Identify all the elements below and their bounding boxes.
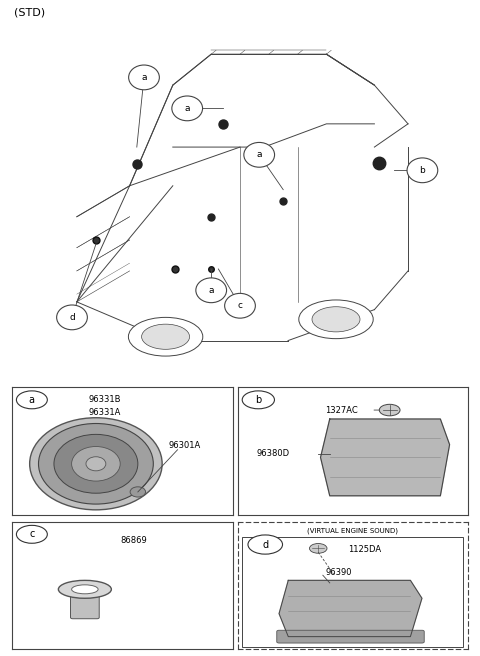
Text: 96390: 96390 — [325, 568, 352, 577]
Ellipse shape — [30, 418, 162, 510]
Text: 96380D: 96380D — [256, 449, 289, 458]
Ellipse shape — [72, 447, 120, 481]
Text: 96331B: 96331B — [88, 396, 121, 404]
Text: (VIRTUAL ENGINE SOUND): (VIRTUAL ENGINE SOUND) — [307, 527, 398, 534]
Circle shape — [407, 158, 438, 182]
Text: 96331A: 96331A — [88, 408, 121, 417]
Circle shape — [244, 142, 275, 167]
Circle shape — [310, 544, 327, 553]
FancyBboxPatch shape — [71, 588, 99, 619]
Polygon shape — [279, 581, 422, 636]
Ellipse shape — [142, 324, 190, 349]
Ellipse shape — [128, 318, 203, 356]
Circle shape — [379, 404, 400, 416]
Circle shape — [16, 525, 48, 543]
Text: d: d — [262, 539, 268, 550]
Text: 1125DA: 1125DA — [348, 545, 381, 554]
Text: b: b — [255, 395, 262, 405]
Ellipse shape — [59, 581, 111, 598]
Text: d: d — [69, 313, 75, 322]
Text: b: b — [420, 166, 425, 174]
Ellipse shape — [299, 300, 373, 338]
Text: a: a — [256, 150, 262, 159]
Circle shape — [16, 391, 48, 409]
Text: 1327AC: 1327AC — [325, 405, 358, 415]
Circle shape — [57, 305, 87, 330]
Text: (STD): (STD) — [14, 8, 46, 18]
FancyBboxPatch shape — [242, 537, 463, 647]
Circle shape — [196, 278, 227, 302]
Text: c: c — [29, 529, 35, 539]
Text: a: a — [141, 73, 147, 82]
Text: a: a — [208, 286, 214, 295]
Ellipse shape — [54, 434, 138, 493]
Polygon shape — [321, 419, 450, 496]
FancyBboxPatch shape — [277, 630, 424, 643]
Ellipse shape — [312, 307, 360, 332]
Circle shape — [172, 96, 203, 121]
Circle shape — [242, 391, 275, 409]
Text: a: a — [184, 104, 190, 113]
Ellipse shape — [38, 424, 153, 504]
Circle shape — [129, 65, 159, 90]
Ellipse shape — [130, 487, 145, 497]
Text: a: a — [29, 395, 35, 405]
Text: c: c — [238, 301, 242, 310]
Ellipse shape — [86, 457, 106, 471]
Circle shape — [225, 293, 255, 318]
Text: 96301A: 96301A — [168, 441, 200, 451]
Ellipse shape — [72, 585, 98, 594]
Text: 86869: 86869 — [120, 536, 147, 545]
Circle shape — [248, 535, 283, 554]
